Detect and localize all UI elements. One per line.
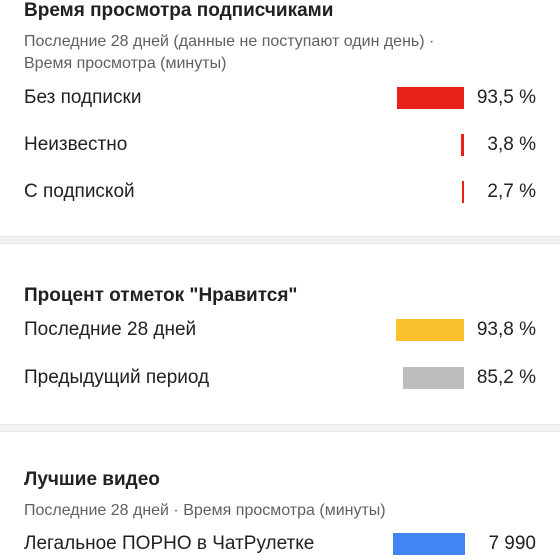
section-divider (0, 236, 560, 244)
subscribers-subtitle-line2: Время просмотра (минуты) (24, 55, 227, 72)
subscribers-row[interactable]: С подпиской 2,7 % (0, 177, 560, 207)
row-value: 7 990 (488, 533, 536, 554)
row-bar (397, 87, 464, 109)
row-value: 85,2 % (476, 367, 536, 388)
top-video-row[interactable]: Легальное ПОРНО в ЧатРулетке 7 990 (0, 529, 560, 559)
top-videos-card-subtitle: Последние 28 дней · Время просмотра (мин… (24, 502, 386, 519)
row-label: С подпиской (24, 181, 135, 202)
row-label: Предыдущий период (24, 367, 210, 388)
top-videos-card-title: Лучшие видео (24, 469, 160, 490)
row-label: Без подписки (24, 87, 142, 108)
likes-card-title: Процент отметок "Нравится" (24, 285, 298, 306)
likes-ratio-card: Процент отметок "Нравится" Последние 28 … (0, 244, 560, 424)
row-value: 93,8 % (476, 319, 536, 340)
row-label: Неизвестно (24, 134, 128, 155)
video-title: Легальное ПОРНО в ЧатРулетке (24, 533, 315, 554)
likes-row[interactable]: Предыдущий период 85,2 % (0, 363, 560, 393)
row-bar (462, 181, 464, 203)
row-bar (461, 134, 464, 156)
row-value: 3,8 % (487, 134, 536, 155)
section-divider (0, 424, 560, 432)
row-label: Последние 28 дней (24, 319, 197, 340)
subscribers-card-title: Время просмотра подписчиками (24, 0, 334, 21)
row-bar (393, 533, 465, 555)
subscribers-watch-time-card: Время просмотра подписчиками Последние 2… (0, 0, 560, 236)
subscribers-subtitle-line1: Последние 28 дней (данные не поступают о… (24, 33, 435, 50)
row-bar (403, 367, 464, 389)
row-bar (396, 319, 464, 341)
subscribers-card-subtitle: Последние 28 дней (данные не поступают о… (24, 31, 524, 75)
subscribers-row[interactable]: Без подписки 93,5 % (0, 83, 560, 113)
row-value: 2,7 % (487, 181, 536, 202)
likes-row[interactable]: Последние 28 дней 93,8 % (0, 315, 560, 345)
top-videos-card: Лучшие видео Последние 28 дней · Время п… (0, 432, 560, 560)
subscribers-row[interactable]: Неизвестно 3,8 % (0, 130, 560, 160)
row-value: 93,5 % (476, 87, 536, 108)
